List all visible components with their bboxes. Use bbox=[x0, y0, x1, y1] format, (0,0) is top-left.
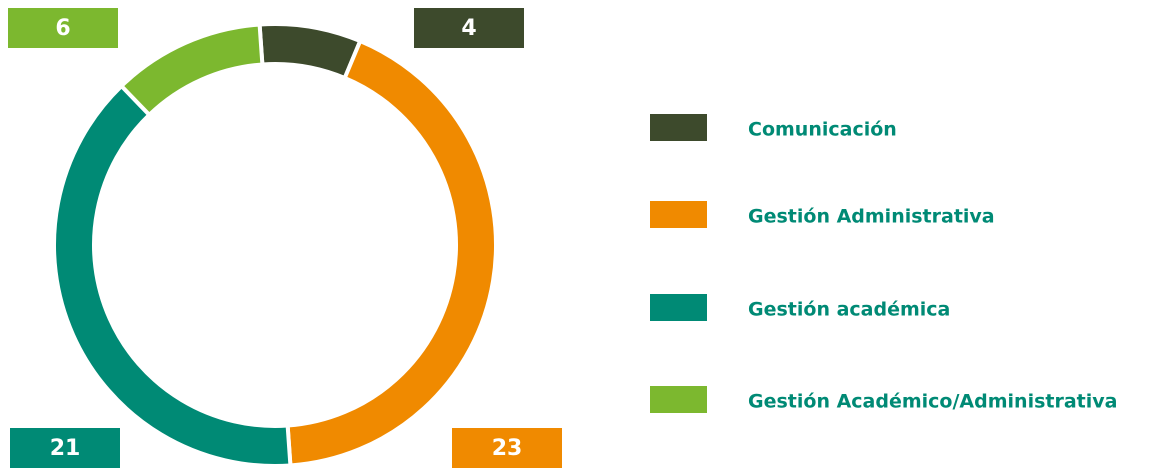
value-label: 23 bbox=[492, 436, 523, 461]
value-label: 6 bbox=[55, 16, 70, 41]
legend-swatch bbox=[650, 201, 707, 228]
donut-segment bbox=[118, 22, 265, 118]
value-box bbox=[452, 428, 562, 468]
donut-segment bbox=[285, 38, 498, 468]
legend-swatch bbox=[650, 114, 707, 141]
legend-swatch bbox=[650, 294, 707, 321]
legend-swatch bbox=[650, 386, 707, 413]
legend-label: Gestión Académico/Administrativa bbox=[748, 391, 1117, 413]
value-box bbox=[10, 428, 120, 468]
legend-label: Comunicación bbox=[748, 119, 897, 141]
value-label: 4 bbox=[461, 16, 476, 41]
donut-segment bbox=[257, 22, 363, 81]
donut-segment bbox=[52, 83, 293, 468]
legend-label: Gestión académica bbox=[748, 299, 950, 321]
value-box bbox=[414, 8, 524, 48]
legend-label: Gestión Administrativa bbox=[748, 206, 995, 228]
value-label: 21 bbox=[50, 436, 81, 461]
value-box bbox=[8, 8, 118, 48]
